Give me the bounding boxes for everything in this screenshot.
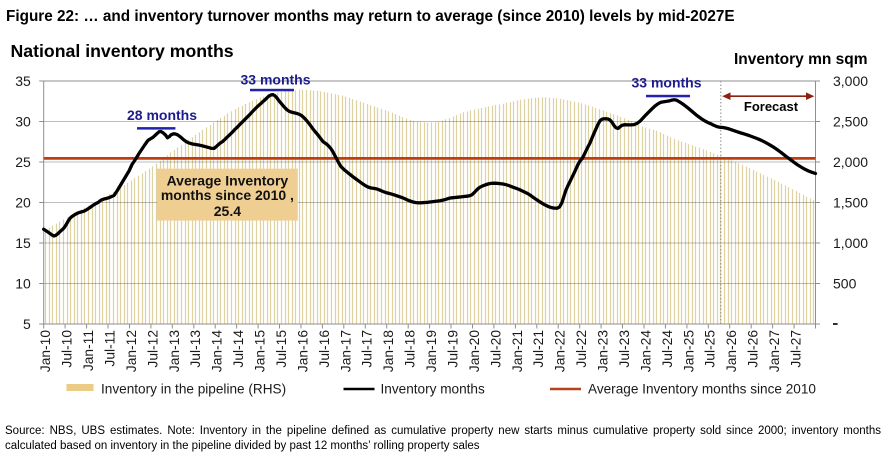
- svg-text:Jan-23: Jan-23: [596, 330, 611, 373]
- svg-text:Jul-22: Jul-22: [574, 330, 589, 368]
- svg-text:25: 25: [15, 154, 31, 170]
- svg-text:Jul-23: Jul-23: [617, 330, 632, 368]
- svg-text:2,000: 2,000: [833, 154, 868, 170]
- svg-text:Jul-20: Jul-20: [488, 330, 503, 368]
- svg-text:Jul-27: Jul-27: [789, 330, 804, 368]
- svg-text:Jan-13: Jan-13: [167, 330, 182, 373]
- svg-text:Jan-22: Jan-22: [553, 330, 568, 372]
- svg-text:Jul-19: Jul-19: [446, 330, 461, 368]
- svg-text:Jan-20: Jan-20: [467, 330, 482, 373]
- svg-text:Jul-17: Jul-17: [360, 330, 375, 368]
- svg-text:Forecast: Forecast: [744, 99, 799, 114]
- svg-text:Jan-14: Jan-14: [210, 330, 225, 373]
- svg-text:Figure 22: … and inventory tur: Figure 22: … and inventory turnover mont…: [6, 8, 735, 25]
- svg-text:Jul-26: Jul-26: [746, 330, 761, 368]
- svg-text:15: 15: [15, 235, 31, 251]
- svg-text:25.4: 25.4: [214, 203, 241, 219]
- svg-text:Jul-24: Jul-24: [660, 330, 675, 368]
- svg-text:28 months: 28 months: [127, 107, 197, 123]
- svg-text:Jul-12: Jul-12: [145, 330, 160, 368]
- svg-text:Jan-21: Jan-21: [510, 330, 525, 372]
- svg-text:Jul-14: Jul-14: [231, 330, 246, 368]
- svg-text:Jul-13: Jul-13: [188, 330, 203, 368]
- svg-text:Jul-18: Jul-18: [403, 330, 418, 368]
- svg-text:Jan-19: Jan-19: [424, 330, 439, 373]
- svg-text:Average Inventory months since: Average Inventory months since 2010: [588, 382, 816, 397]
- svg-text:3,000: 3,000: [833, 73, 868, 89]
- svg-text:35: 35: [15, 73, 31, 89]
- svg-text:National inventory months: National inventory months: [11, 41, 234, 61]
- svg-text:Jul-10: Jul-10: [60, 330, 75, 368]
- svg-text:Jan-10: Jan-10: [38, 330, 53, 373]
- svg-text:1,500: 1,500: [833, 195, 868, 211]
- svg-text:Inventory months: Inventory months: [381, 382, 485, 397]
- svg-text:Jul-25: Jul-25: [703, 330, 718, 368]
- svg-text:Jan-17: Jan-17: [338, 330, 353, 372]
- svg-text:months since 2010 ,: months since 2010 ,: [161, 187, 294, 203]
- svg-text:Jan-15: Jan-15: [253, 330, 268, 373]
- svg-text:Jan-12: Jan-12: [124, 330, 139, 372]
- svg-text:33 months: 33 months: [631, 74, 701, 90]
- svg-text:10: 10: [15, 276, 31, 292]
- svg-text:Jan-26: Jan-26: [724, 330, 739, 373]
- svg-text:Inventory mn sqm: Inventory mn sqm: [734, 51, 868, 68]
- svg-text:Jan-24: Jan-24: [638, 330, 653, 373]
- svg-text:Average Inventory: Average Inventory: [167, 173, 289, 189]
- svg-text:30: 30: [15, 114, 31, 130]
- svg-text:5: 5: [23, 316, 31, 332]
- svg-text:Jan-18: Jan-18: [381, 330, 396, 373]
- svg-text:Jan-27: Jan-27: [767, 330, 782, 372]
- svg-text:33 months: 33 months: [240, 71, 310, 87]
- svg-text:Jul-15: Jul-15: [274, 330, 289, 368]
- svg-text:Inventory in the pipeline (RHS: Inventory in the pipeline (RHS): [101, 382, 286, 397]
- svg-text:20: 20: [15, 195, 31, 211]
- svg-text:Jul-11: Jul-11: [102, 330, 117, 367]
- svg-text:500: 500: [833, 276, 857, 292]
- svg-text:Jan-11: Jan-11: [81, 330, 96, 371]
- svg-text:Jan-25: Jan-25: [681, 330, 696, 373]
- svg-text:2,500: 2,500: [833, 114, 868, 130]
- svg-text:Jul-21: Jul-21: [531, 330, 546, 368]
- svg-text:1,000: 1,000: [833, 235, 868, 251]
- svg-text:Jul-16: Jul-16: [317, 330, 332, 368]
- svg-text:Jan-16: Jan-16: [295, 330, 310, 373]
